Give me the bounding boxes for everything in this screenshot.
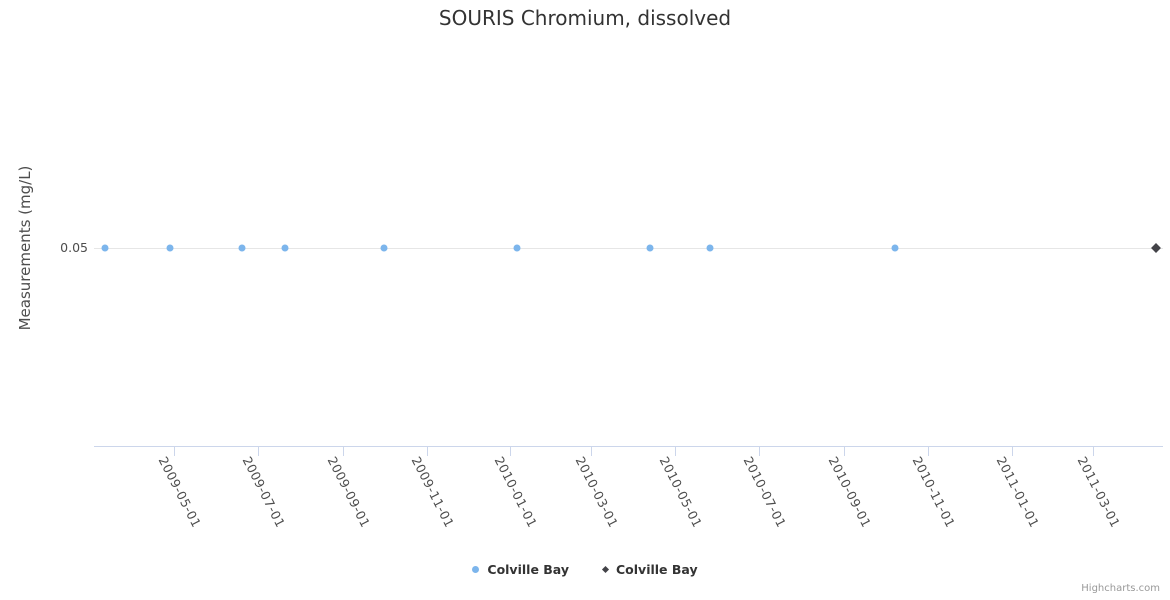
x-axis-tick	[928, 447, 930, 456]
x-axis-tick-label: 2010-05-01	[656, 454, 706, 531]
x-axis-tick-label: 2009-05-01	[155, 454, 204, 531]
legend-item-colville-bay-circle[interactable]: Colville Bay	[472, 562, 569, 577]
x-axis-tick-label: 2009-07-01	[239, 454, 288, 531]
x-axis-tick-label: 2009-11-01	[408, 454, 457, 531]
x-axis-tick	[1011, 447, 1013, 456]
x-axis-tick	[510, 447, 512, 456]
data-point[interactable]	[101, 244, 109, 252]
x-axis-tick-label: 2011-03-01	[1074, 454, 1124, 531]
data-point[interactable]	[706, 244, 714, 252]
data-point[interactable]	[238, 244, 246, 252]
x-axis-tick-label: 2010-07-01	[740, 454, 790, 531]
x-axis-tick	[591, 447, 593, 456]
diamond-marker-icon	[601, 565, 610, 574]
x-axis-tick-label: 2010-09-01	[825, 454, 875, 531]
x-axis-tick	[257, 447, 259, 456]
data-point[interactable]	[380, 244, 388, 252]
data-point[interactable]	[891, 244, 899, 252]
x-axis-tick	[173, 447, 175, 456]
x-axis-line	[94, 446, 1163, 447]
x-axis-tick	[844, 447, 846, 456]
legend-label: Colville Bay	[487, 562, 569, 577]
y-axis-tick-label: 0.05	[60, 240, 88, 255]
data-point[interactable]	[281, 244, 289, 252]
x-axis-tick	[426, 447, 428, 456]
chart-title: SOURIS Chromium, dissolved	[438, 6, 732, 30]
data-point[interactable]	[513, 244, 521, 252]
y-axis-title: Measurements (mg/L)	[16, 165, 34, 331]
x-axis-tick-label: 2010-11-01	[909, 454, 959, 531]
x-axis-tick-label: 2011-01-01	[993, 454, 1043, 531]
grid-line	[94, 248, 1163, 249]
x-axis-tick	[759, 447, 761, 456]
x-axis-tick	[1092, 447, 1094, 456]
data-point[interactable]	[166, 244, 174, 252]
x-axis-tick-label: 2009-09-01	[324, 454, 373, 531]
legend: Colville Bay Colville Bay	[0, 562, 1170, 577]
highcharts-credit[interactable]: Highcharts.com	[1081, 583, 1160, 594]
x-axis-tick-label: 2010-03-01	[573, 454, 622, 531]
x-axis-tick-label: 2010-01-01	[491, 454, 541, 531]
data-point[interactable]	[646, 244, 654, 252]
data-point[interactable]	[1151, 243, 1162, 253]
x-axis-tick	[342, 447, 344, 456]
legend-label: Colville Bay	[616, 562, 698, 577]
x-axis-tick	[675, 447, 677, 456]
circle-marker-icon	[472, 566, 480, 573]
legend-item-colville-bay-diamond[interactable]: Colville Bay	[601, 562, 698, 577]
